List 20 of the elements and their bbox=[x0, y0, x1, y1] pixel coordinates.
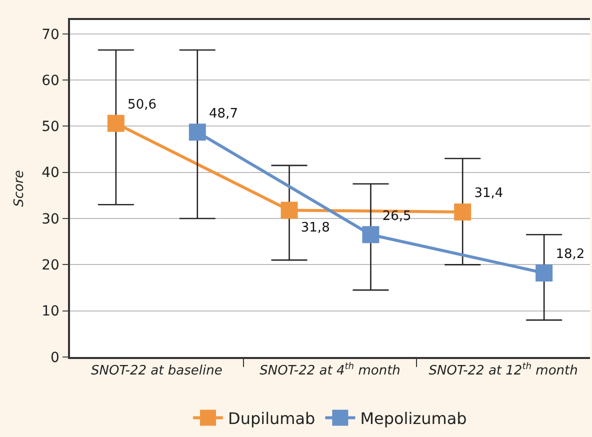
y-tick-label: 50 bbox=[42, 119, 60, 136]
legend-label: Mepolizumab bbox=[360, 408, 467, 428]
data-label: 31,8 bbox=[300, 220, 330, 236]
y-tick-label: 20 bbox=[42, 258, 60, 274]
y-tick-label: 70 bbox=[42, 26, 60, 43]
y-tick-label: 10 bbox=[42, 304, 60, 320]
data-label: 50,6 bbox=[128, 98, 157, 113]
y-axis-title: Score bbox=[12, 170, 28, 207]
legend-label: Dupilumab bbox=[228, 408, 316, 428]
data-label: 18,2 bbox=[556, 247, 585, 262]
y-tick-label: 60 bbox=[42, 72, 60, 89]
data-label: 48,7 bbox=[209, 106, 238, 122]
y-tick-label: 40 bbox=[42, 165, 60, 182]
data-label: 26,5 bbox=[382, 208, 412, 224]
x-tick-label: SNOT-22 at 12$^{th}$ month bbox=[428, 362, 578, 378]
y-tick-label: 30 bbox=[42, 211, 60, 228]
x-tick-label: SNOT-22 at baseline bbox=[91, 363, 222, 378]
data-label: 31,4 bbox=[474, 186, 504, 202]
x-tick-label: SNOT-22 at 4$^{th}$ month bbox=[260, 362, 400, 378]
y-tick-label: 0 bbox=[50, 350, 60, 366]
